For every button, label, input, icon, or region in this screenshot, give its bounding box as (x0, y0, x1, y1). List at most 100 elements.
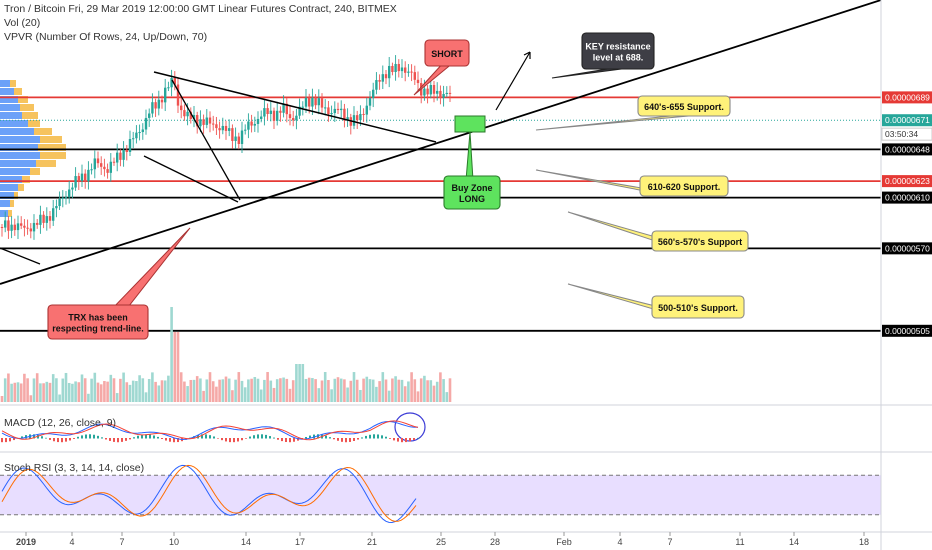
candle-body (432, 85, 436, 94)
macd-histogram-bar (329, 437, 331, 439)
vpvr-down (28, 120, 40, 127)
macd-label[interactable]: MACD (12, 26, close, 9) (4, 417, 117, 429)
time-axis: 2019 4 7 10 14 17 21 25 28 Feb 4 7 11 14 18 (16, 532, 869, 547)
candle-body (269, 110, 272, 115)
time-tick-label: 14 (241, 537, 251, 547)
candle-body (157, 99, 160, 109)
candle-body (400, 67, 404, 72)
candle-body (26, 227, 29, 229)
candle-body (205, 117, 208, 125)
vpvr-down (36, 160, 56, 167)
volume-profile (0, 80, 66, 217)
volume-bar (93, 372, 97, 402)
vol-indicator-label[interactable]: Vol (20) (4, 17, 41, 29)
candle-body (208, 117, 212, 124)
volume-bar (58, 394, 61, 402)
macd-histogram-bar (269, 436, 271, 439)
volume-bar (90, 378, 93, 402)
volume-bar (23, 373, 26, 402)
candle-body (388, 65, 391, 79)
candle-body (7, 220, 10, 231)
volume-bar (96, 382, 100, 402)
candle-body (314, 97, 317, 106)
macd-histogram-bar (205, 434, 207, 439)
volume-bar (330, 389, 333, 402)
macd-histogram-bar (297, 438, 299, 441)
volume-bar (336, 377, 340, 402)
macd-histogram-bar (221, 438, 223, 441)
vpvr-up (0, 168, 30, 175)
candle-body (39, 214, 42, 225)
macd-histogram-bar (213, 436, 215, 439)
candle-body (196, 114, 199, 127)
vpvr-down (8, 210, 12, 217)
macd-histogram-bar (385, 436, 387, 439)
vpvr-down (20, 104, 34, 111)
volume-bar (387, 390, 391, 402)
vpvr-indicator-label[interactable]: VPVR (Number Of Rows, 24, Up/Down, 70) (4, 31, 208, 43)
volume-bar (0, 396, 4, 402)
volume-bar (432, 385, 436, 402)
vpvr-down (22, 112, 38, 119)
candle-body (80, 173, 84, 182)
volume-bar (442, 379, 445, 402)
macd-line (1, 420, 418, 441)
volume-bar (183, 381, 186, 402)
volume-bar (339, 378, 343, 402)
price-badge-label: 0.00000570 (885, 243, 930, 253)
candle-body (192, 114, 196, 119)
vpvr-down (40, 136, 62, 143)
volume-bar (327, 380, 330, 402)
candle-body (96, 158, 100, 164)
volume-bar (106, 381, 109, 402)
volume-bar (355, 379, 359, 402)
volume-bar (83, 378, 87, 402)
volume-bar (250, 378, 253, 402)
time-tick-label: 21 (367, 537, 377, 547)
candle-body (20, 223, 23, 226)
candle-body (119, 152, 122, 160)
volume-bar (256, 378, 260, 402)
candle-body (228, 128, 231, 131)
macd-histogram-bar (349, 438, 351, 442)
macd-histogram-bar (209, 435, 211, 439)
volume-bar (202, 390, 205, 402)
time-tick-label: 4 (69, 537, 74, 547)
candle-body (93, 158, 96, 170)
macd-histogram-bar (389, 438, 391, 439)
candle-body (320, 98, 324, 108)
candle-body (42, 214, 45, 223)
volume-bar (176, 332, 180, 402)
macd-histogram-bar (89, 434, 91, 439)
vpvr-up (0, 152, 40, 159)
callout-text: LONG (459, 194, 485, 204)
volume-bar (128, 384, 132, 402)
candle-body (436, 90, 439, 94)
candle-body (231, 128, 234, 141)
volume-bar (375, 386, 378, 402)
candle-body (186, 111, 189, 117)
stoch-rsi-label[interactable]: Stoch RSI (3, 3, 14, 14, close) (4, 462, 145, 474)
candle-body (240, 130, 244, 144)
macd-histogram-bar (165, 438, 167, 441)
volume-bar (243, 387, 247, 402)
candle-body (260, 116, 263, 119)
macd-histogram-bar (309, 435, 311, 439)
macd-histogram-bar (281, 438, 283, 442)
support-610-callout: 610-620 Support. (535, 169, 729, 197)
candle-body (167, 87, 170, 89)
short-callout: SHORT (413, 39, 470, 96)
support-640-callout: 640's-655 Support. (535, 95, 731, 131)
volume-bar (410, 372, 413, 402)
candle-body (61, 197, 64, 199)
volume-bar (131, 380, 135, 402)
candle-body (250, 121, 253, 126)
vpvr-down (38, 144, 66, 151)
candle-body (183, 110, 186, 117)
volume-bar (407, 381, 410, 402)
volume-bar (205, 379, 209, 402)
macd-histogram-bar (149, 434, 151, 439)
volume-bar (311, 378, 314, 402)
candle-body (68, 189, 71, 198)
